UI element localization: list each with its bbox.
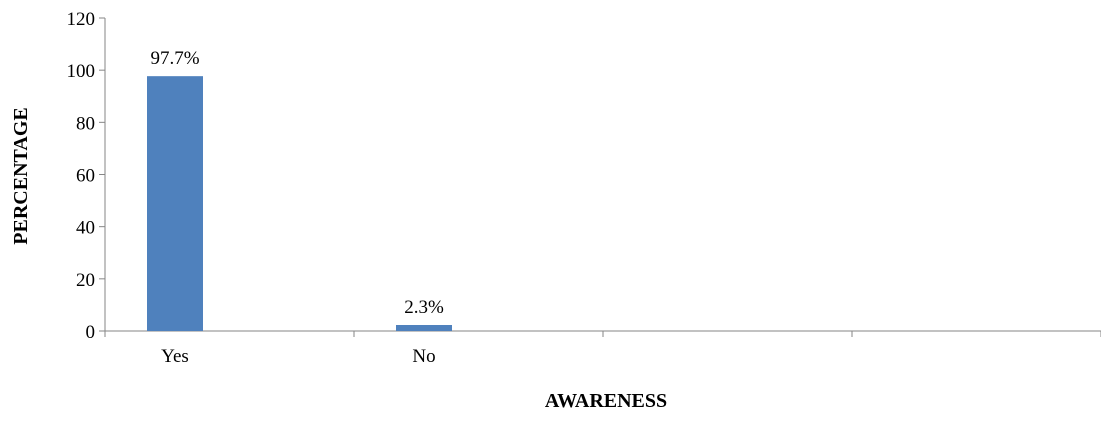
bar	[147, 76, 203, 331]
plot-area: 0 20 40 60 80 100 120 97.7% Yes 2.3% No	[67, 9, 1101, 367]
y-tick-label: 20	[76, 270, 95, 291]
y-tick-label: 80	[76, 113, 95, 134]
data-label: 97.7%	[150, 48, 199, 69]
data-label: 2.3%	[404, 297, 444, 318]
x-category-label: No	[412, 346, 435, 367]
y-tick-label: 60	[76, 166, 95, 187]
y-tick-label: 40	[76, 218, 95, 239]
y-axis-title: PERCENTAGE	[10, 107, 32, 244]
x-axis-title: AWARENESS	[545, 390, 667, 412]
y-tick-label: 100	[67, 61, 96, 82]
x-category-label: Yes	[161, 346, 189, 367]
y-tick-label: 120	[67, 9, 96, 30]
bar	[396, 325, 452, 331]
y-tick-label: 0	[86, 322, 96, 343]
